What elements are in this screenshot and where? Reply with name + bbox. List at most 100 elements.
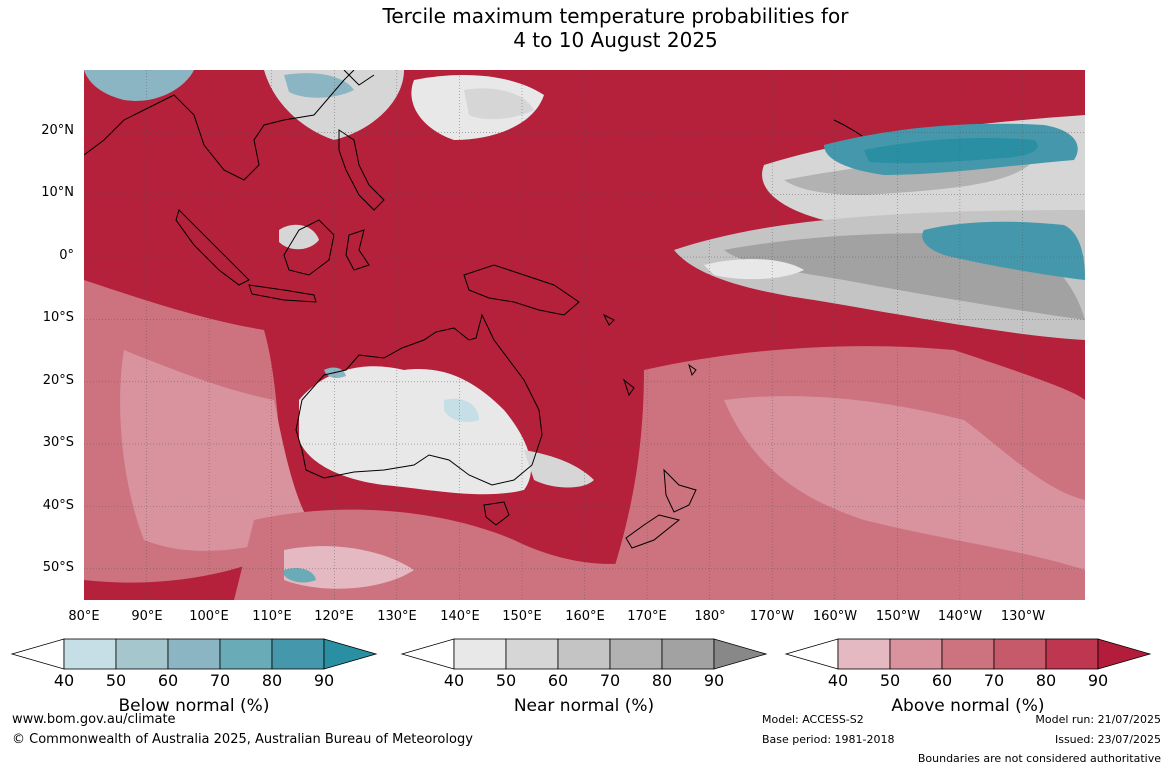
cbar-below-tick-50: 50 — [105, 671, 127, 690]
cbar-below-title: Below normal (%) — [118, 696, 270, 716]
philippines-coastline — [338, 129, 385, 211]
cbar-near-tick-90: 90 — [703, 671, 725, 690]
cbar-above-segment-4 — [993, 638, 1047, 670]
near-normal-borneo — [279, 224, 319, 250]
hawaii-coastline — [833, 119, 863, 137]
lon-label-150w: 150°W — [875, 609, 921, 624]
cbar-below-segment-1 — [63, 638, 117, 670]
coastlines — [84, 70, 863, 549]
lat-label-20s: 20°S — [42, 373, 74, 388]
lon-label-80e: 80°E — [68, 609, 100, 624]
cbar-near-title: Near normal (%) — [513, 696, 655, 716]
cbar-above-tick-80: 80 — [1035, 671, 1057, 690]
lat-label-40s: 40°S — [42, 498, 74, 513]
sumatra-coastline — [175, 209, 250, 286]
cbar-below-tick-80: 80 — [261, 671, 283, 690]
java-coastline — [248, 284, 317, 303]
pacific-islands-2 — [622, 378, 635, 397]
lat-label-10s: 10°S — [42, 310, 74, 325]
cbar-above-title: Above normal (%) — [891, 696, 1045, 716]
cbar-below-tick-40: 40 — [53, 671, 75, 690]
colorbar-near-normal — [400, 638, 768, 670]
lon-label-130e: 130°E — [377, 609, 417, 624]
cbar-above-segment-6 — [1097, 638, 1152, 670]
colorbar-below-normal — [10, 638, 378, 670]
lon-label-110e: 110°E — [252, 609, 292, 624]
cbar-below-segment-0 — [10, 638, 65, 670]
cbar-above-segment-0 — [784, 638, 839, 670]
footer-url: www.bom.gov.au/climate — [12, 712, 176, 727]
graticule — [84, 70, 1085, 600]
cbar-near-segment-2 — [505, 638, 559, 670]
lat-label-50s: 50°S — [42, 560, 74, 575]
lon-label-160e: 160°E — [565, 609, 605, 624]
cbar-near-tick-60: 60 — [547, 671, 569, 690]
cbar-above-segment-2 — [889, 638, 943, 670]
cbar-near-segment-4 — [609, 638, 663, 670]
cbar-near-tick-40: 40 — [443, 671, 465, 690]
cbar-below-segment-6 — [323, 638, 378, 670]
below-normal-north-pacific-inner — [864, 138, 1038, 164]
lon-label-130w: 130°W — [1000, 609, 1046, 624]
cbar-above-segment-5 — [1045, 638, 1099, 670]
australia-coastline — [295, 313, 543, 486]
below-normal-south-patch — [284, 568, 316, 583]
pacific-islands-1 — [602, 313, 615, 326]
below-normal-australia-patch — [444, 398, 479, 422]
cbar-below-tick-60: 60 — [157, 671, 179, 690]
tasmania-coastline — [483, 501, 510, 526]
lon-label-150e: 150°E — [502, 609, 542, 624]
near-normal-equatorial-light — [704, 258, 804, 280]
pacific-islands-3 — [688, 363, 697, 377]
cbar-near-segment-1 — [453, 638, 507, 670]
cbar-above-tick-70: 70 — [983, 671, 1005, 690]
below-normal-equatorial-pacific — [922, 221, 1085, 280]
lat-label-0: 0° — [59, 248, 74, 263]
footer-disclaimer: Boundaries are not considered authoritat… — [917, 752, 1161, 765]
cbar-above-tick-60: 60 — [931, 671, 953, 690]
colorbar-above-normal — [784, 638, 1152, 670]
footer-base-period: Base period: 1981-2018 — [762, 733, 895, 746]
cbar-below-tick-90: 90 — [313, 671, 335, 690]
cbar-above-tick-40: 40 — [827, 671, 849, 690]
above-40-south-patch — [284, 546, 414, 589]
near-normal-australia — [299, 366, 532, 495]
footer-copyright: © Commonwealth of Australia 2025, Austra… — [12, 732, 473, 747]
probability-map — [84, 70, 1085, 600]
cbar-near-tick-80: 80 — [651, 671, 673, 690]
sulawesi-coastline — [345, 229, 370, 271]
footer-model-run: Model run: 21/07/2025 — [1035, 713, 1161, 726]
borneo-coastline — [283, 219, 335, 276]
near-normal-south-australia — [524, 450, 594, 488]
lon-label-160w: 160°W — [812, 609, 858, 624]
above-50-region-indian — [120, 350, 314, 551]
lon-label-100e: 100°E — [189, 609, 229, 624]
footer-issued: Issued: 23/07/2025 — [1054, 733, 1161, 746]
japan-coastline — [343, 70, 375, 86]
below-normal-asia-2 — [284, 73, 354, 98]
near-normal-nw-pacific-2 — [464, 88, 534, 120]
above-50-region-pacific — [724, 396, 1085, 570]
cbar-near-segment-3 — [557, 638, 611, 670]
lat-label-30s: 30°S — [42, 435, 74, 450]
cbar-above-tick-90: 90 — [1087, 671, 1109, 690]
lon-label-170e: 170°E — [627, 609, 667, 624]
footer-model: Model: ACCESS-S2 — [762, 713, 864, 726]
cbar-below-segment-2 — [115, 638, 169, 670]
lon-label-90e: 90°E — [131, 609, 163, 624]
new-guinea-coastline — [463, 264, 580, 316]
cbar-below-tick-70: 70 — [209, 671, 231, 690]
cbar-near-tick-70: 70 — [599, 671, 621, 690]
lon-label-140w: 140°W — [937, 609, 983, 624]
cbar-above-tick-50: 50 — [879, 671, 901, 690]
title-line-1: Tercile maximum temperature probabilitie… — [382, 4, 849, 28]
title-line-2: 4 to 10 August 2025 — [513, 28, 718, 52]
cbar-near-segment-6 — [713, 638, 768, 670]
below-normal-asia — [84, 70, 194, 101]
cbar-below-segment-4 — [219, 638, 273, 670]
lat-label-10n: 10°N — [41, 185, 74, 200]
asia-coastline — [84, 70, 355, 181]
new-zealand-north — [663, 468, 697, 513]
lon-label-170w: 170°W — [749, 609, 795, 624]
cbar-near-segment-5 — [661, 638, 715, 670]
